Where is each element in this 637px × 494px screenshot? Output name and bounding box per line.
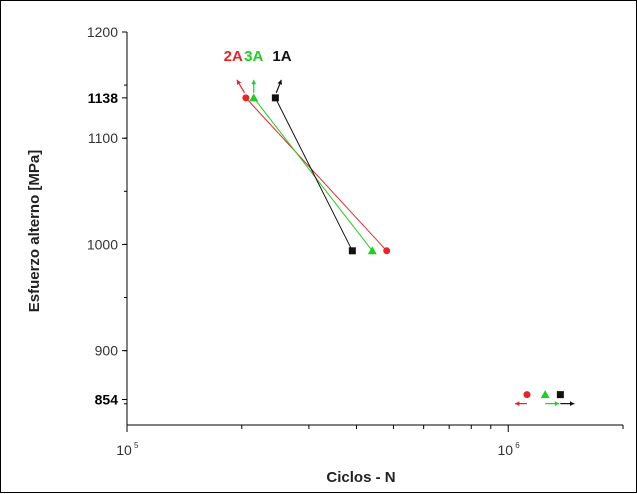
x-tick-exponent: 6 <box>515 441 520 450</box>
data-point <box>383 247 391 255</box>
x-tick-label: 10 <box>497 442 513 458</box>
runout-point <box>523 391 531 399</box>
runout-arrow-head <box>236 79 242 85</box>
series-layer: 2A 3A 1A <box>224 48 575 407</box>
data-point <box>367 246 377 255</box>
y-tick-label: 1138 <box>88 90 119 106</box>
y-tick-label: 1100 <box>88 130 118 146</box>
runout-point <box>540 390 550 399</box>
x-tick-exponent: 5 <box>134 441 139 450</box>
series-label: 2A <box>224 48 243 65</box>
runout-arrow-head <box>251 79 257 85</box>
runout-arrow-head <box>277 79 282 85</box>
runout-arrow-head <box>554 401 560 407</box>
series-line <box>245 97 388 252</box>
series-1A: 1A <box>271 48 575 407</box>
series-3A: 3A <box>244 48 560 407</box>
series-line <box>274 97 353 252</box>
series-label: 1A <box>272 48 291 65</box>
data-point <box>348 247 356 255</box>
series-line <box>253 97 373 252</box>
y-axis-title: Esfuerzo alterno [MPa] <box>26 150 43 313</box>
series-2A: 2A <box>224 48 531 407</box>
runout-arrow-head <box>569 401 575 407</box>
data-point <box>242 94 250 102</box>
y-tick-label: 900 <box>95 343 119 359</box>
x-tick-label: 10 <box>116 442 132 458</box>
data-point <box>271 94 279 102</box>
y-ticks: 1200 1138 1100 1000 900 854 <box>87 24 127 408</box>
y-tick-label: 854 <box>95 392 119 408</box>
x-ticks: 10 5 10 6 <box>116 425 624 458</box>
data-point <box>249 93 259 102</box>
x-axis-title: Ciclos - N <box>326 469 395 486</box>
y-tick-label: 1000 <box>87 236 118 252</box>
y-tick-label: 1200 <box>87 24 118 40</box>
series-label: 3A <box>244 48 263 65</box>
runout-point <box>556 391 564 399</box>
runout-arrow-head <box>515 401 520 407</box>
